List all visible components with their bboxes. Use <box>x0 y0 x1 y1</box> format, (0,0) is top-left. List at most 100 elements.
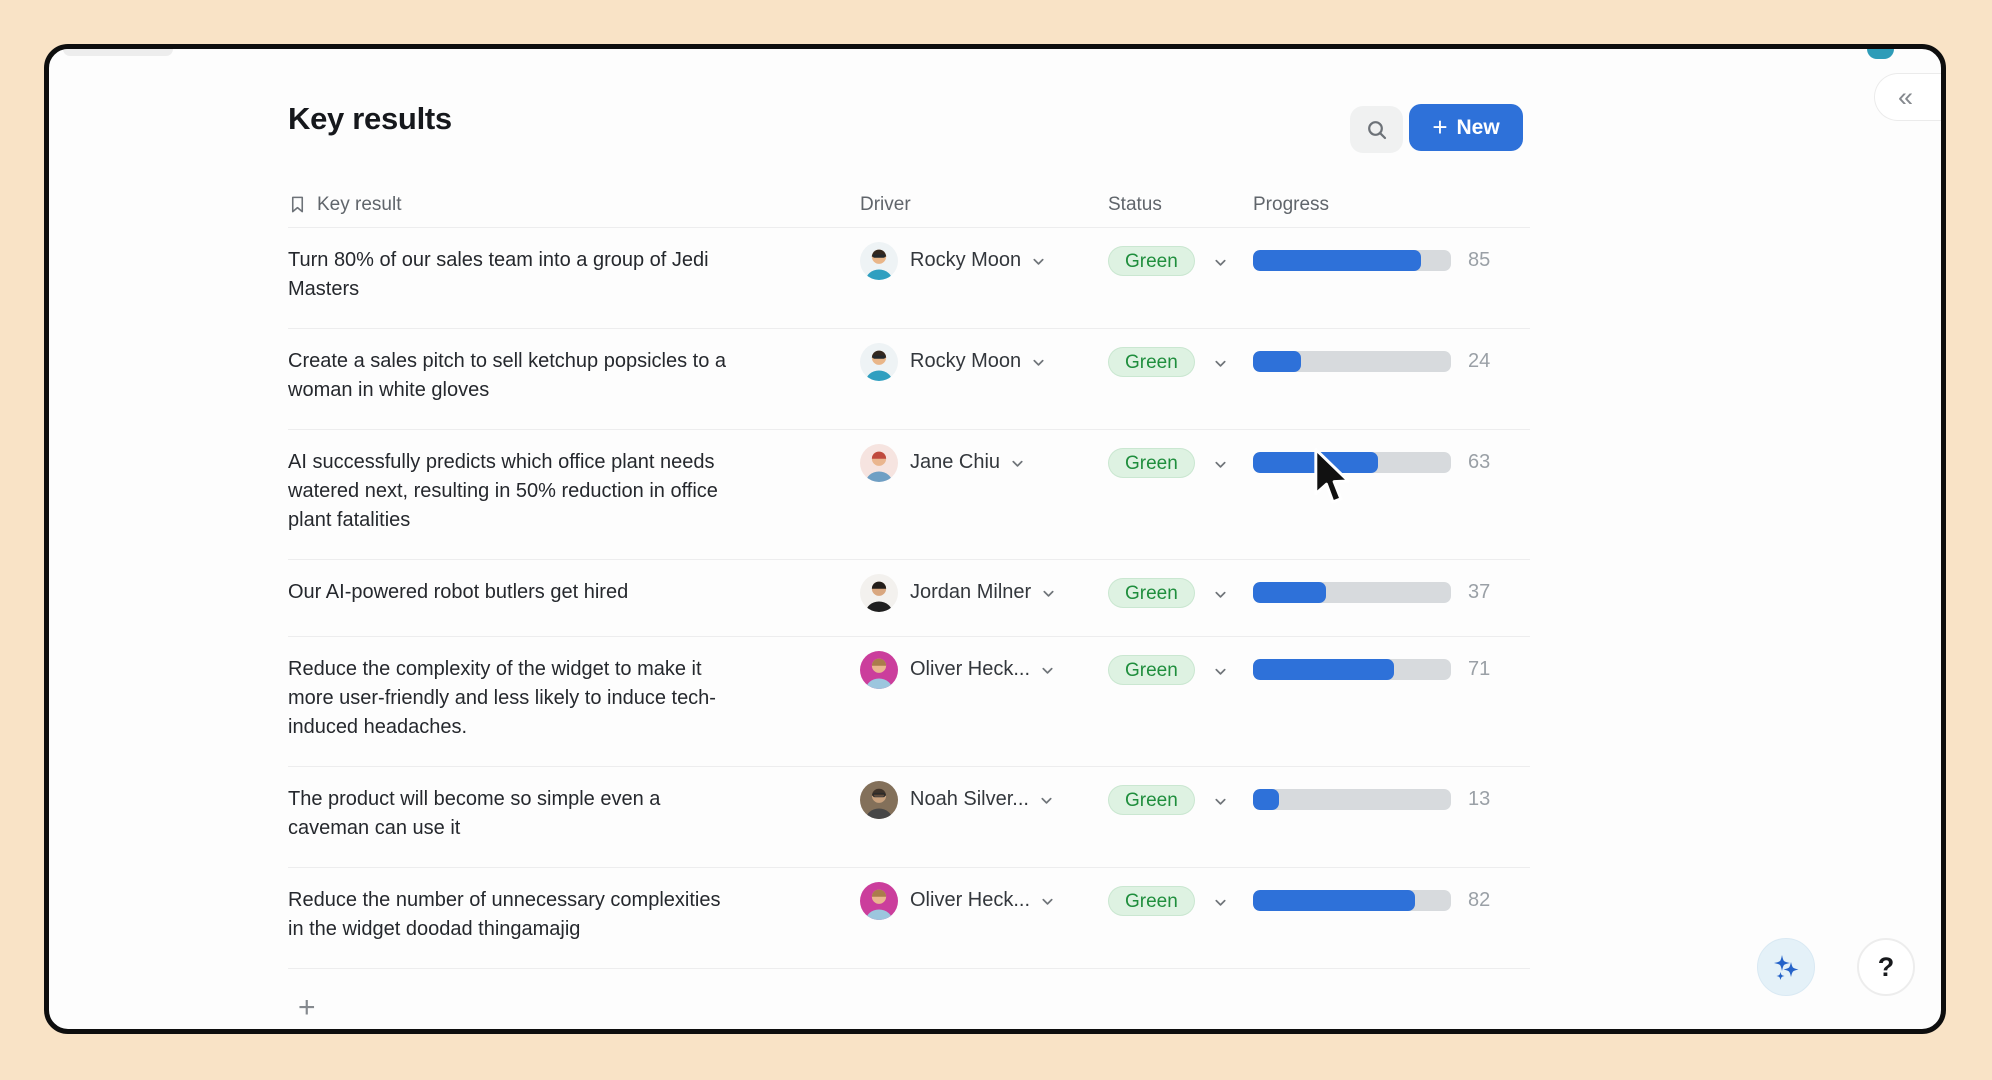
driver-cell[interactable]: Rocky Moon <box>860 242 1108 304</box>
avatar <box>860 781 898 819</box>
driver-cell[interactable]: Rocky Moon <box>860 343 1108 405</box>
progress-value: 85 <box>1468 249 1491 271</box>
status-cell[interactable]: Green <box>1108 246 1253 304</box>
key-result-cell: The product will become so simple even a… <box>288 785 860 843</box>
chevron-down-icon <box>1215 798 1226 805</box>
search-button[interactable] <box>1350 106 1403 153</box>
column-header-status: Status <box>1108 193 1162 215</box>
progress-fill <box>1253 890 1416 911</box>
chevron-down-icon <box>1215 360 1226 367</box>
progress-cell: 13 <box>1253 785 1530 843</box>
chevron-down-icon <box>1043 590 1054 597</box>
progress-fill <box>1253 452 1378 473</box>
avatar <box>860 651 898 689</box>
progress-fill <box>1253 582 1327 603</box>
status-cell[interactable]: Green <box>1108 785 1253 843</box>
key-result-cell: Our AI-powered robot butlers get hired <box>288 578 860 612</box>
table-row: Reduce the complexity of the widget to m… <box>288 637 1530 767</box>
column-header-key-result: Key result <box>288 194 860 216</box>
avatar <box>860 242 898 280</box>
chevron-down-icon <box>1215 259 1226 266</box>
table-row: Create a sales pitch to sell ketchup pop… <box>288 329 1530 430</box>
key-result-text[interactable]: Reduce the number of unnecessary complex… <box>288 889 721 940</box>
chevron-down-icon <box>1215 461 1226 468</box>
chevron-down-icon <box>1041 797 1052 804</box>
help-button[interactable]: ? <box>1857 938 1915 996</box>
ai-assistant-button[interactable] <box>1757 938 1815 996</box>
avatar <box>860 444 898 482</box>
progress-bar[interactable] <box>1253 250 1451 271</box>
progress-bar[interactable] <box>1253 789 1451 810</box>
progress-cell: 71 <box>1253 655 1530 742</box>
progress-cell: 63 <box>1253 448 1530 535</box>
progress-cell: 82 <box>1253 886 1530 944</box>
progress-value: 13 <box>1468 788 1491 810</box>
key-result-text[interactable]: Reduce the complexity of the widget to m… <box>288 658 716 738</box>
status-badge[interactable]: Green <box>1108 448 1195 478</box>
collapse-sidebar-button[interactable]: « <box>1874 73 1941 121</box>
plus-icon: + <box>1432 111 1448 142</box>
driver-name: Rocky Moon <box>910 249 1022 271</box>
add-key-result-row: + <box>288 969 1530 1023</box>
avatar-image <box>860 574 898 612</box>
status-badge[interactable]: Green <box>1108 578 1195 608</box>
avatar-image <box>860 781 898 819</box>
column-header-driver: Driver <box>860 193 911 215</box>
chevron-down-icon <box>1042 898 1053 905</box>
table-row: The product will become so simple even a… <box>288 767 1530 868</box>
sparkles-icon <box>1774 955 1799 980</box>
progress-bar[interactable] <box>1253 582 1451 603</box>
column-header-progress: Progress <box>1253 193 1330 215</box>
status-cell[interactable]: Green <box>1108 886 1253 944</box>
key-result-text[interactable]: The product will become so simple even a… <box>288 788 661 839</box>
status-cell[interactable]: Green <box>1108 578 1253 612</box>
progress-value: 71 <box>1468 658 1491 680</box>
progress-value: 37 <box>1468 581 1491 603</box>
progress-bar[interactable] <box>1253 659 1451 680</box>
status-cell[interactable]: Green <box>1108 655 1253 742</box>
avatar <box>860 343 898 381</box>
help-label: ? <box>1877 951 1895 982</box>
progress-value: 24 <box>1468 350 1491 372</box>
avatar-image <box>860 343 898 381</box>
key-result-text[interactable]: Turn 80% of our sales team into a group … <box>288 249 709 300</box>
page-title: Key results <box>288 101 452 136</box>
key-result-cell: Turn 80% of our sales team into a group … <box>288 246 860 304</box>
table-row: Our AI-powered robot butlers get hired J… <box>288 560 1530 637</box>
avatar <box>860 882 898 920</box>
status-badge[interactable]: Green <box>1108 785 1195 815</box>
key-result-cell: Reduce the complexity of the widget to m… <box>288 655 860 742</box>
status-badge[interactable]: Green <box>1108 347 1195 377</box>
progress-fill <box>1253 250 1422 271</box>
table-body: Turn 80% of our sales team into a group … <box>288 228 1530 969</box>
new-button[interactable]: + New <box>1409 104 1523 151</box>
main-panel: Key results + New « Key result Driver St… <box>44 44 1946 1034</box>
progress-bar[interactable] <box>1253 351 1451 372</box>
driver-name: Oliver Heck... <box>910 658 1031 680</box>
status-cell[interactable]: Green <box>1108 448 1253 535</box>
progress-bar[interactable] <box>1253 890 1451 911</box>
key-result-text[interactable]: Our AI-powered robot butlers get hired <box>288 581 629 603</box>
key-result-text[interactable]: Create a sales pitch to sell ketchup pop… <box>288 350 727 401</box>
table-row: Turn 80% of our sales team into a group … <box>288 228 1530 329</box>
chevron-down-icon <box>1012 460 1023 467</box>
status-cell[interactable]: Green <box>1108 347 1253 405</box>
driver-cell[interactable]: Noah Silver... <box>860 781 1108 843</box>
progress-value: 63 <box>1468 451 1491 473</box>
add-icon[interactable]: + <box>298 991 316 1024</box>
progress-cell: 24 <box>1253 347 1530 405</box>
driver-cell[interactable]: Jane Chiu <box>860 444 1108 535</box>
progress-fill <box>1253 659 1394 680</box>
driver-cell[interactable]: Jordan Milner <box>860 574 1108 612</box>
status-badge[interactable]: Green <box>1108 655 1195 685</box>
key-result-cell: Create a sales pitch to sell ketchup pop… <box>288 347 860 405</box>
key-result-cell: Reduce the number of unnecessary complex… <box>288 886 860 944</box>
driver-name: Noah Silver... <box>910 788 1029 810</box>
status-badge[interactable]: Green <box>1108 246 1195 276</box>
driver-cell[interactable]: Oliver Heck... <box>860 882 1108 944</box>
chevron-down-icon <box>1042 667 1053 674</box>
key-result-text[interactable]: AI successfully predicts which office pl… <box>288 451 718 531</box>
progress-bar[interactable] <box>1253 452 1451 473</box>
status-badge[interactable]: Green <box>1108 886 1195 916</box>
driver-cell[interactable]: Oliver Heck... <box>860 651 1108 742</box>
